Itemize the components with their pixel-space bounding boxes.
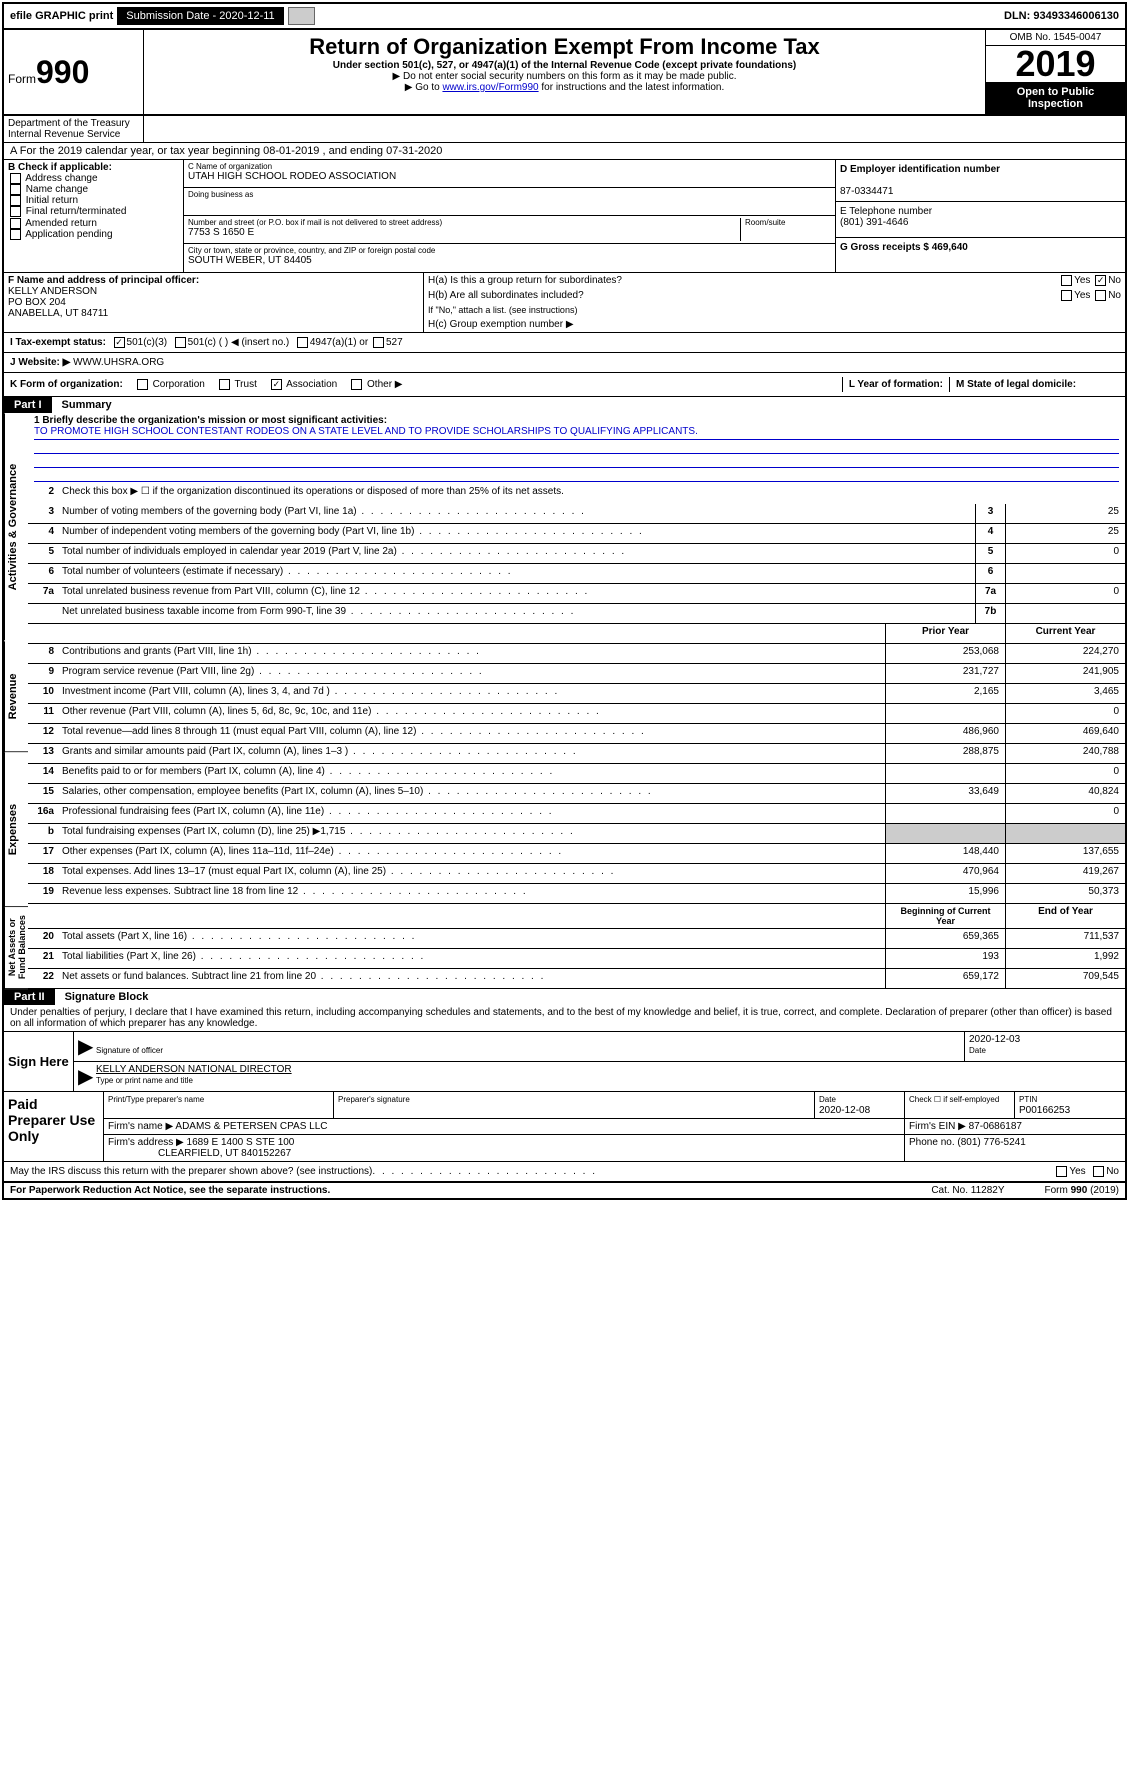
tab-governance: Activities & Governance [4, 413, 28, 640]
summary-row: b Total fundraising expenses (Part IX, c… [28, 824, 1125, 844]
klm-row: K Form of organization: Corporation Trus… [4, 373, 1125, 397]
form-title: Return of Organization Exempt From Incom… [152, 34, 977, 60]
year-formation: L Year of formation: [842, 377, 949, 392]
website-row: J Website: ▶ WWW.UHSRA.ORG [4, 353, 1125, 373]
section-b-c-d: B Check if applicable: Address change Na… [4, 160, 1125, 273]
state-domicile: M State of legal domicile: [949, 377, 1119, 392]
line-a: A For the 2019 calendar year, or tax yea… [4, 143, 1125, 160]
summary-row: 17 Other expenses (Part IX, column (A), … [28, 844, 1125, 864]
col-d: D Employer identification number 87-0334… [835, 160, 1125, 272]
firm-ein: 87-0686187 [969, 1121, 1022, 1132]
tax-exempt-row: I Tax-exempt status: 501(c)(3) 501(c) ( … [4, 333, 1125, 353]
summary-row: 13 Grants and similar amounts paid (Part… [28, 744, 1125, 764]
firm-phone: (801) 776-5241 [957, 1137, 1025, 1148]
note-goto: ▶ Go to www.irs.gov/Form990 for instruct… [152, 82, 977, 93]
footer: For Paperwork Reduction Act Notice, see … [4, 1182, 1125, 1198]
summary-row: 20 Total assets (Part X, line 16) 659,36… [28, 929, 1125, 949]
form-990-page: efile GRAPHIC print Submission Date - 20… [2, 2, 1127, 1200]
summary-row: 16a Professional fundraising fees (Part … [28, 804, 1125, 824]
efile-buttons: efile GRAPHIC print Submission Date - 20… [4, 4, 321, 28]
tab-revenue: Revenue [4, 641, 28, 752]
501c3-check[interactable] [114, 337, 125, 348]
topbar: efile GRAPHIC print Submission Date - 20… [4, 4, 1125, 30]
header-row: Form990 Return of Organization Exempt Fr… [4, 30, 1125, 116]
tab-net: Net Assets or Fund Balances [4, 907, 28, 989]
gross-receipts: G Gross receipts $ 469,640 [840, 242, 1121, 253]
summary-row: 19 Revenue less expenses. Subtract line … [28, 884, 1125, 904]
tab-expenses: Expenses [4, 752, 28, 907]
dln: DLN: 93493346006130 [998, 7, 1125, 25]
paid-preparer-label: Paid Preparer Use Only [4, 1092, 104, 1161]
subtitle: Under section 501(c), 527, or 4947(a)(1)… [152, 60, 977, 71]
irs-link[interactable]: www.irs.gov/Form990 [442, 82, 538, 93]
perjury-text: Under penalties of perjury, I declare th… [4, 1005, 1125, 1032]
blank-button[interactable] [288, 7, 315, 25]
summary-row: 7a Total unrelated business revenue from… [28, 584, 1125, 604]
phone: (801) 391-4646 [840, 217, 1121, 228]
officer-sig-name: KELLY ANDERSON NATIONAL DIRECTOR [96, 1064, 292, 1075]
summary-row: 11 Other revenue (Part VIII, column (A),… [28, 704, 1125, 724]
note-ssn: ▶ Do not enter social security numbers o… [152, 71, 977, 82]
summary-row: 21 Total liabilities (Part X, line 26) 1… [28, 949, 1125, 969]
summary-content: 1 Briefly describe the organization's mi… [28, 413, 1125, 989]
summary-row: 9 Program service revenue (Part VIII, li… [28, 664, 1125, 684]
summary-row: 4 Number of independent voting members o… [28, 524, 1125, 544]
ein: 87-0334471 [840, 186, 1121, 197]
summary-row: 8 Contributions and grants (Part VIII, l… [28, 644, 1125, 664]
col-b: B Check if applicable: Address change Na… [4, 160, 184, 272]
summary-row: 15 Salaries, other compensation, employe… [28, 784, 1125, 804]
initial-check[interactable]: Initial return [8, 195, 179, 206]
title-box: Return of Organization Exempt From Incom… [144, 30, 985, 114]
summary-row: 12 Total revenue—add lines 8 through 11 … [28, 724, 1125, 744]
website-url: WWW.UHSRA.ORG [73, 357, 164, 368]
ptin: P00166253 [1019, 1105, 1070, 1116]
amended-check[interactable]: Amended return [8, 218, 179, 229]
dept-row: Department of the Treasury Internal Reve… [4, 116, 1125, 143]
summary-row: Net unrelated business taxable income fr… [28, 604, 1125, 624]
app-pending-check[interactable]: Application pending [8, 229, 179, 240]
open-public: Open to Public Inspection [986, 82, 1125, 114]
summary-row: 22 Net assets or fund balances. Subtract… [28, 969, 1125, 989]
city: SOUTH WEBER, UT 84405 [188, 255, 831, 266]
tax-year: 2019 [986, 46, 1125, 82]
year-box: OMB No. 1545-0047 2019 Open to Public In… [985, 30, 1125, 114]
fgh-row: F Name and address of principal officer:… [4, 273, 1125, 333]
addr-change-check[interactable]: Address change [8, 173, 179, 184]
signature-block: Under penalties of perjury, I declare th… [4, 1005, 1125, 1182]
summary-row: 18 Total expenses. Add lines 13–17 (must… [28, 864, 1125, 884]
discuss-row: May the IRS discuss this return with the… [4, 1162, 1125, 1182]
street: 7753 S 1650 E [188, 227, 736, 238]
part1-body: Activities & Governance Revenue Expenses… [4, 413, 1125, 989]
part1-header: Part I Summary [4, 397, 1125, 413]
org-name: UTAH HIGH SCHOOL RODEO ASSOCIATION [188, 171, 831, 182]
summary-row: 3 Number of voting members of the govern… [28, 504, 1125, 524]
mission-text: TO PROMOTE HIGH SCHOOL CONTESTANT RODEOS… [34, 426, 1119, 440]
dept: Department of the Treasury Internal Reve… [4, 116, 144, 142]
col-f: F Name and address of principal officer:… [4, 273, 424, 332]
summary-row: 14 Benefits paid to or for members (Part… [28, 764, 1125, 784]
final-check[interactable]: Final return/terminated [8, 206, 179, 217]
q1-mission: 1 Briefly describe the organization's mi… [28, 413, 1125, 484]
assoc-check[interactable] [271, 379, 282, 390]
firm-name: ADAMS & PETERSEN CPAS LLC [175, 1121, 327, 1132]
summary-row: 6 Total number of volunteers (estimate i… [28, 564, 1125, 584]
efile-label: efile GRAPHIC print [10, 10, 113, 22]
name-change-check[interactable]: Name change [8, 184, 179, 195]
submission-button[interactable]: Submission Date - 2020-12-11 [117, 7, 283, 25]
form-number-box: Form990 [4, 30, 144, 114]
part2-header: Part II Signature Block [4, 989, 1125, 1005]
sign-here-label: Sign Here [4, 1032, 74, 1091]
col-h: H(a) Is this a group return for subordin… [424, 273, 1125, 332]
col-c: C Name of organization UTAH HIGH SCHOOL … [184, 160, 835, 272]
summary-row: 10 Investment income (Part VIII, column … [28, 684, 1125, 704]
summary-row: 5 Total number of individuals employed i… [28, 544, 1125, 564]
officer-name: KELLY ANDERSON [8, 286, 419, 297]
